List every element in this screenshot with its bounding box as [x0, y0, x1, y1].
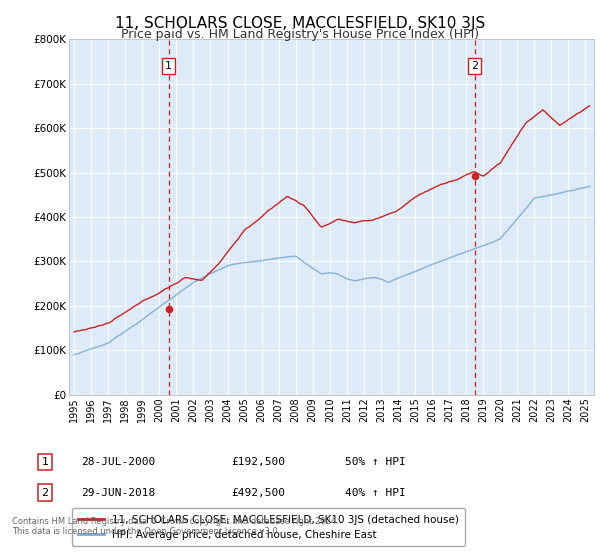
Text: 40% ↑ HPI: 40% ↑ HPI: [345, 488, 406, 498]
Text: £192,500: £192,500: [231, 457, 285, 467]
Text: 50% ↑ HPI: 50% ↑ HPI: [345, 457, 406, 467]
Text: 28-JUL-2000: 28-JUL-2000: [81, 457, 155, 467]
Text: 29-JUN-2018: 29-JUN-2018: [81, 488, 155, 498]
Legend: 11, SCHOLARS CLOSE, MACCLESFIELD, SK10 3JS (detached house), HPI: Average price,: 11, SCHOLARS CLOSE, MACCLESFIELD, SK10 3…: [71, 508, 466, 546]
Text: 2: 2: [471, 61, 478, 71]
Text: 11, SCHOLARS CLOSE, MACCLESFIELD, SK10 3JS: 11, SCHOLARS CLOSE, MACCLESFIELD, SK10 3…: [115, 16, 485, 31]
Text: 2: 2: [41, 488, 49, 498]
Text: 1: 1: [41, 457, 49, 467]
Text: £492,500: £492,500: [231, 488, 285, 498]
Text: This data is licensed under the Open Government Licence v3.0.: This data is licensed under the Open Gov…: [12, 528, 280, 536]
Text: 1: 1: [165, 61, 172, 71]
Text: Contains HM Land Registry data © Crown copyright and database right 2024.: Contains HM Land Registry data © Crown c…: [12, 517, 338, 526]
Text: Price paid vs. HM Land Registry's House Price Index (HPI): Price paid vs. HM Land Registry's House …: [121, 28, 479, 41]
